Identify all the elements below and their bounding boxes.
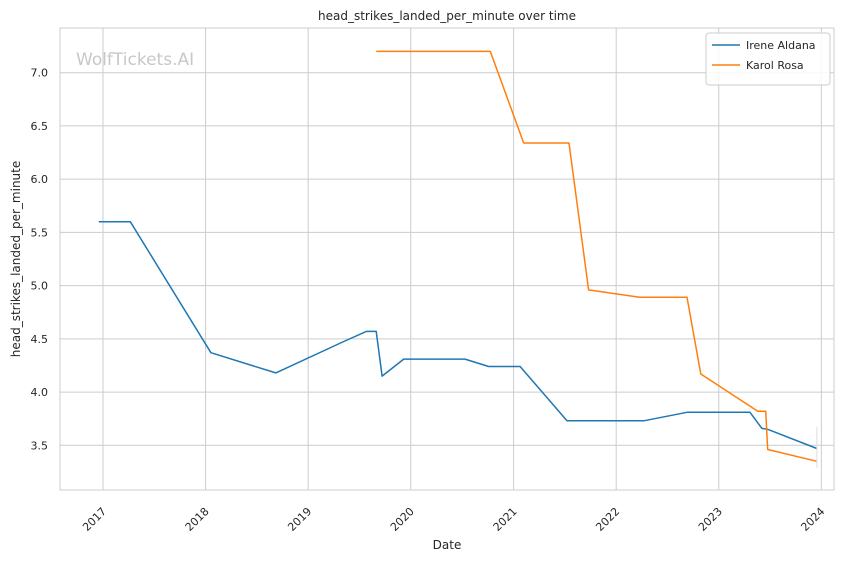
y-tick-label: 5.5 [31,226,49,239]
y-tick-label: 5.0 [31,280,49,293]
chart-title: head_strikes_landed_per_minute over time [318,9,576,23]
y-tick-label: 7.0 [31,67,49,80]
grid [60,28,834,490]
legend-label: Irene Aldana [746,39,816,52]
legend-box [705,32,831,86]
y-tick-label: 4.0 [31,386,49,399]
x-axis-label: Date [433,538,462,552]
plot-frame [59,27,835,491]
y-axis-label: head_strikes_landed_per_minute [9,161,23,358]
y-tick-label: 6.5 [31,120,49,133]
y-tick-label: 4.5 [31,333,49,346]
y-tick-label: 3.5 [31,439,49,452]
series-line-1 [98,220,818,450]
y-tick-labels: 3.5 4.0 4.5 5.0 5.5 6.0 6.5 7.0 [31,67,49,453]
series-layer [98,50,818,468]
legend-label: Karol Rosa [746,59,804,72]
legend: Irene Aldana Karol Rosa [705,32,831,86]
watermark: WolfTickets.AI [76,50,194,70]
series-line-2 [376,50,818,463]
y-tick-label: 6.0 [31,173,49,186]
